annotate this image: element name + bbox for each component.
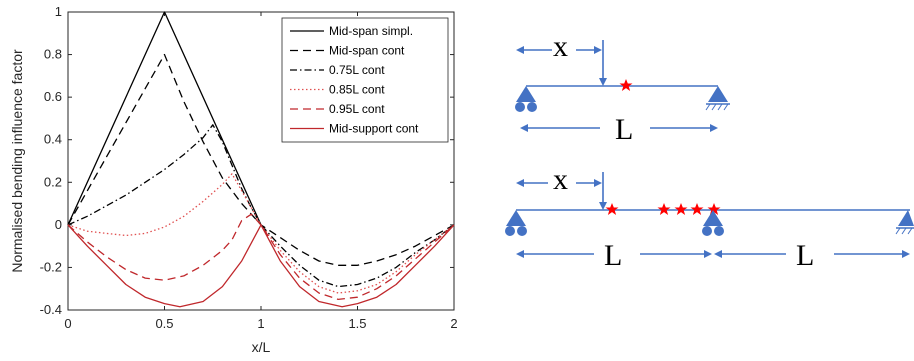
span-label-top: L — [615, 113, 633, 146]
x-dimension-left-arrowhead-bottom — [516, 179, 524, 187]
y-tick-label: 0.8 — [44, 47, 62, 62]
x-tick-label: 2 — [450, 316, 457, 331]
series-layer — [67, 11, 455, 308]
load-arrowhead-bottom — [599, 202, 607, 210]
x-dimension-right-arrowhead — [594, 46, 602, 54]
simply-supported-beam: x L — [515, 30, 730, 146]
legend-label: Mid-support cont — [329, 122, 419, 136]
pin-support-left-top — [515, 86, 537, 112]
star-marker — [657, 203, 671, 215]
x-axis-label: x/L — [252, 339, 271, 355]
star-marker — [707, 203, 721, 215]
x-tick-label: 0 — [64, 316, 71, 331]
span-arrowhead-right-1 — [704, 250, 712, 258]
span-label-2: L — [796, 239, 814, 272]
x-tick-label: 1.5 — [348, 316, 366, 331]
y-tick-label: 1 — [55, 4, 62, 19]
pin-support-right-top — [705, 86, 730, 111]
series-line-6 — [67, 224, 455, 308]
x-dimension-right-arrowhead-bottom — [594, 179, 602, 187]
span-arrowhead-left-top — [520, 124, 528, 132]
y-tick-label: 0.2 — [44, 174, 62, 189]
legend-label: 0.95L cont — [329, 102, 385, 116]
x-dimension-left-arrowhead — [516, 46, 524, 54]
y-axis-label: Normalised bending influence factor — [9, 49, 25, 273]
span-arrowhead-left-1 — [516, 250, 524, 258]
legend: Mid-span simpl. Mid-span cont 0.75L cont 0.… — [281, 17, 449, 143]
influence-line-chart: 0 0.5 1 1.5 2 -0.4 -0.2 0 0.2 0.4 0.6 0.8 1 x/L Norm… — [9, 4, 458, 355]
series-line-1 — [67, 11, 262, 226]
span-arrowhead-right-top — [710, 124, 718, 132]
y-tick-label: 0 — [55, 217, 62, 232]
axis-ticks: 0 0.5 1 1.5 2 -0.4 -0.2 0 0.2 0.4 0.6 0.8 1 — [40, 4, 458, 331]
y-tick-label: 0.6 — [44, 89, 62, 104]
legend-label: Mid-span simpl. — [329, 24, 413, 38]
y-tick-label: -0.4 — [40, 302, 62, 317]
y-tick-label: 0.4 — [44, 132, 62, 147]
continuous-beam: x L — [505, 163, 914, 272]
pin-support-left-bottom — [505, 210, 527, 236]
series-line-4 — [67, 173, 455, 294]
x-label-bottom: x — [553, 163, 568, 196]
y-tick-label: -0.2 — [40, 259, 62, 274]
x-tick-label: 1 — [257, 316, 264, 331]
star-marker — [690, 203, 704, 215]
pin-support-right-bottom — [895, 210, 914, 235]
load-arrowhead — [599, 78, 607, 86]
x-label-top: x — [553, 30, 568, 63]
span-label-1: L — [604, 239, 622, 272]
legend-label: Mid-span cont — [329, 44, 405, 58]
span-arrowhead-right-2 — [902, 250, 910, 258]
x-tick-label: 0.5 — [155, 316, 173, 331]
legend-label: 0.85L cont — [329, 83, 385, 97]
series-line-5 — [67, 213, 455, 301]
star-marker — [605, 203, 619, 215]
legend-label: 0.75L cont — [329, 63, 385, 77]
span-arrowhead-left-2 — [714, 250, 722, 258]
legend-box — [281, 17, 449, 143]
star-marker — [674, 203, 688, 215]
beam-diagram: x L x — [505, 30, 914, 272]
pin-support-middle-bottom — [702, 210, 724, 236]
star-marker — [619, 79, 633, 91]
